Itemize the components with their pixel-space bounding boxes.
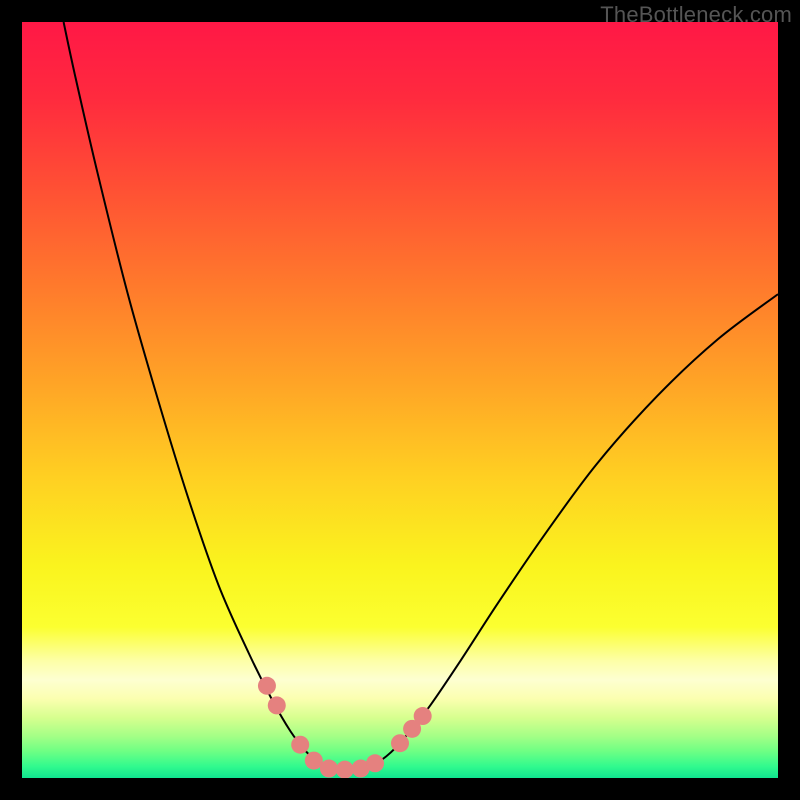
- bottleneck-chart: [22, 22, 778, 778]
- marker-dot: [291, 736, 309, 754]
- marker-dot: [414, 707, 432, 725]
- marker-dot: [268, 696, 286, 714]
- marker-dot: [258, 677, 276, 695]
- chart-frame: TheBottleneck.com: [0, 0, 800, 800]
- marker-dot: [391, 734, 409, 752]
- gradient-background: [22, 22, 778, 778]
- watermark-text: TheBottleneck.com: [600, 2, 792, 28]
- marker-dot: [320, 760, 338, 778]
- marker-dot: [366, 754, 384, 772]
- marker-dot: [336, 761, 354, 778]
